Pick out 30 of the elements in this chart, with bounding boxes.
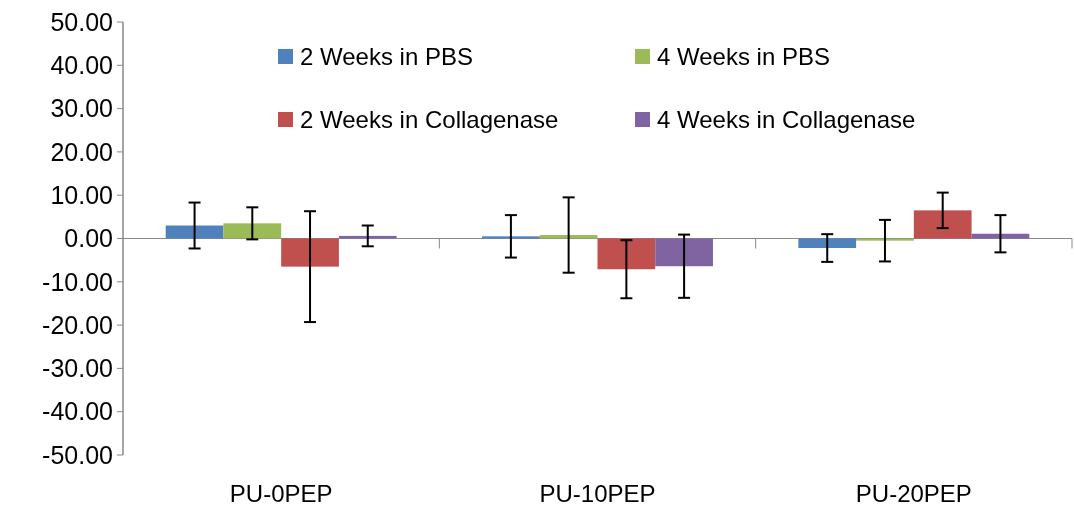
x-tick-label: PU-10PEP <box>539 480 656 507</box>
y-tick-label: -30.00 <box>42 354 113 383</box>
bar <box>165 225 224 239</box>
bar <box>597 238 656 270</box>
y-tick-label: -50.00 <box>42 440 113 469</box>
y-tick-label: -40.00 <box>42 397 113 426</box>
bar <box>913 210 972 239</box>
y-tick-label: 30.00 <box>50 94 113 123</box>
y-tick-label: -10.00 <box>42 267 113 296</box>
legend-label: 2 Weeks in Collagenase <box>300 106 559 134</box>
bar <box>655 238 713 267</box>
bar <box>856 238 914 241</box>
y-tick-label: 0.00 <box>64 224 113 253</box>
x-tick-label: PU-0PEP <box>229 480 333 507</box>
legend-label: 4 Weeks in Collagenase <box>657 106 916 134</box>
bar <box>223 223 282 239</box>
bar <box>281 238 339 267</box>
legend-label: 2 Weeks in PBS <box>300 43 473 71</box>
legend-label: 4 Weeks in PBS <box>657 43 830 71</box>
y-tick-label: 50.00 <box>50 7 113 36</box>
y-tick-label: 10.00 <box>50 180 113 209</box>
y-tick-label: 40.00 <box>50 51 113 80</box>
y-tick-label: -20.00 <box>42 310 113 339</box>
bar <box>539 235 598 239</box>
x-tick-label: PU-20PEP <box>855 480 972 507</box>
bar <box>798 238 857 249</box>
y-tick-label: 20.00 <box>50 137 113 166</box>
bar <box>338 235 397 239</box>
bar <box>971 233 1030 239</box>
bar <box>482 236 540 239</box>
